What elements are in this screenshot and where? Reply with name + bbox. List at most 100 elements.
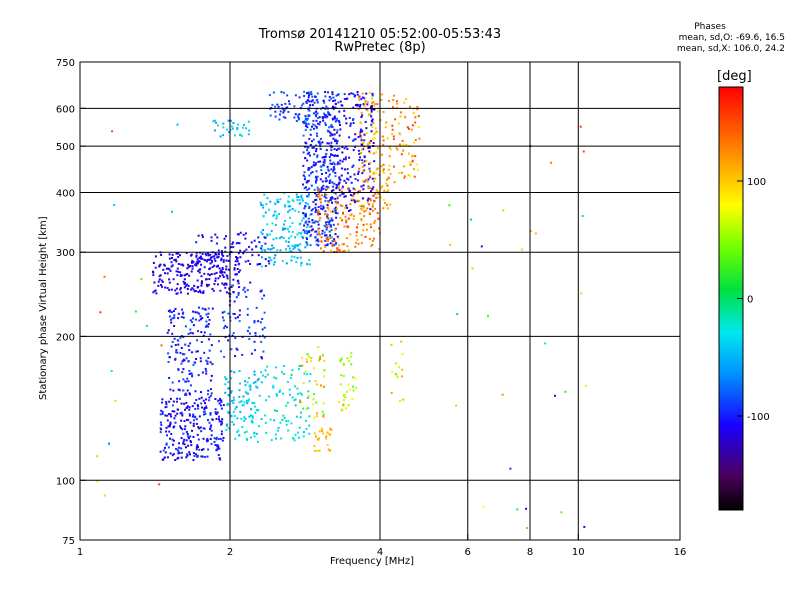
data-point xyxy=(287,205,290,208)
data-point xyxy=(287,245,290,248)
data-point xyxy=(371,97,374,100)
data-point xyxy=(397,122,400,125)
data-point xyxy=(206,316,209,319)
data-point xyxy=(307,91,310,94)
data-point xyxy=(338,249,341,252)
data-point xyxy=(231,284,234,287)
data-point xyxy=(351,198,354,201)
data-point xyxy=(382,163,385,166)
data-point xyxy=(287,210,290,213)
data-point xyxy=(371,209,374,212)
data-point xyxy=(287,241,290,244)
data-point xyxy=(187,266,190,269)
data-point xyxy=(218,418,220,421)
data-point xyxy=(176,292,179,295)
data-point xyxy=(262,350,265,353)
data-point xyxy=(181,312,184,315)
data-point xyxy=(325,435,328,438)
data-point xyxy=(296,415,298,418)
data-point xyxy=(306,146,309,149)
data-point xyxy=(302,183,304,186)
data-point xyxy=(309,373,312,375)
data-point xyxy=(372,122,375,125)
data-point xyxy=(297,118,300,121)
data-point xyxy=(327,432,330,435)
data-point xyxy=(336,212,339,215)
data-point xyxy=(186,418,188,421)
data-point xyxy=(303,120,306,123)
data-point xyxy=(304,370,307,373)
data-point xyxy=(308,263,311,266)
data-point xyxy=(335,94,338,97)
data-point xyxy=(345,181,348,184)
data-point xyxy=(209,412,212,414)
data-point xyxy=(324,122,327,125)
data-point xyxy=(174,357,177,360)
data-point xyxy=(360,139,363,142)
data-point xyxy=(236,260,239,263)
data-point xyxy=(283,109,286,112)
data-point xyxy=(285,404,288,407)
data-point xyxy=(214,260,217,262)
data-point xyxy=(382,169,384,172)
data-point xyxy=(304,121,307,124)
data-point xyxy=(243,286,246,289)
data-point xyxy=(326,240,329,242)
data-point xyxy=(330,141,333,144)
data-point xyxy=(194,453,197,456)
data-point xyxy=(341,250,344,253)
data-point xyxy=(266,234,269,237)
data-point xyxy=(371,102,373,105)
data-point xyxy=(327,223,330,226)
data-point xyxy=(328,126,331,129)
data-point xyxy=(227,268,230,271)
data-point xyxy=(303,175,306,178)
data-point xyxy=(261,328,264,331)
data-point xyxy=(343,93,346,96)
data-point xyxy=(330,229,333,232)
data-point xyxy=(560,511,563,514)
data-point xyxy=(275,366,278,369)
data-point xyxy=(371,125,374,128)
data-point xyxy=(203,272,206,275)
data-point xyxy=(199,255,202,258)
data-point xyxy=(371,120,374,123)
data-point xyxy=(318,116,321,119)
data-point xyxy=(227,387,230,390)
data-point xyxy=(288,200,291,203)
data-point xyxy=(350,92,353,95)
data-point xyxy=(331,181,334,184)
data-point xyxy=(253,431,256,434)
data-point xyxy=(165,401,168,403)
data-point xyxy=(306,188,309,191)
data-point xyxy=(356,226,359,229)
data-point xyxy=(260,231,263,234)
data-point xyxy=(331,190,333,193)
data-point xyxy=(187,263,190,266)
data-point xyxy=(328,96,331,98)
data-point xyxy=(193,402,196,405)
data-point xyxy=(378,227,380,230)
data-point xyxy=(174,421,177,424)
data-point xyxy=(372,203,374,206)
data-point xyxy=(303,171,306,174)
data-point xyxy=(564,390,567,393)
data-point xyxy=(290,235,293,238)
colorbar-tick-label: -100 xyxy=(747,412,770,423)
data-point xyxy=(215,121,218,124)
data-point xyxy=(403,177,405,179)
data-point xyxy=(242,288,245,291)
data-point xyxy=(198,427,201,430)
data-point xyxy=(232,401,235,404)
data-point xyxy=(183,278,186,281)
data-point xyxy=(296,244,299,247)
data-point xyxy=(374,177,377,180)
data-point xyxy=(200,331,203,334)
data-point xyxy=(318,189,321,192)
data-point xyxy=(225,429,228,431)
data-point xyxy=(219,458,222,461)
data-point xyxy=(187,380,190,383)
data-point xyxy=(385,121,388,124)
data-point xyxy=(309,128,312,131)
data-point xyxy=(167,310,170,313)
